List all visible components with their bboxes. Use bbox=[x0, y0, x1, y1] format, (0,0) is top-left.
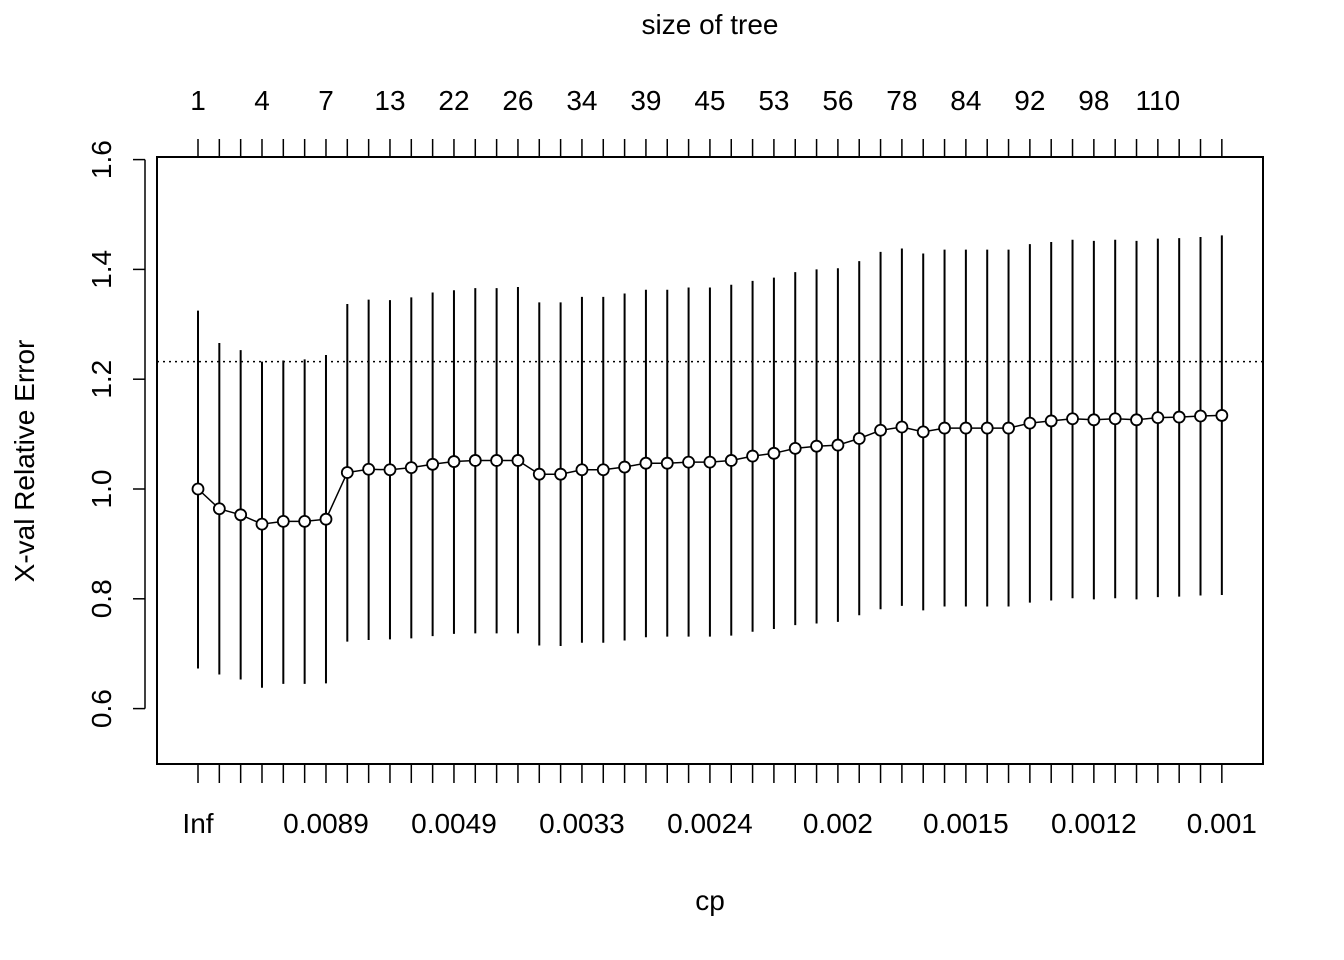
data-point bbox=[554, 467, 568, 481]
top-tick-label: 1 bbox=[190, 85, 206, 116]
data-point bbox=[831, 438, 845, 452]
chart-marks: 0.6 0.8 1.0 1.2 1.4 1.6 Inf 0.0089 0.0049 0.0033 0… bbox=[86, 85, 1263, 839]
data-point bbox=[532, 467, 546, 481]
top-tick-label: 92 bbox=[1014, 85, 1045, 116]
top-tick-label: 7 bbox=[318, 85, 334, 116]
top-tick-label: 56 bbox=[822, 85, 853, 116]
data-point bbox=[468, 454, 482, 467]
data-point bbox=[298, 514, 312, 528]
data-point bbox=[383, 463, 397, 477]
x-axis-title: cp bbox=[695, 885, 725, 916]
data-point bbox=[1151, 411, 1165, 425]
x-tick-label: 0.001 bbox=[1187, 808, 1257, 839]
y-tick-label: 0.8 bbox=[86, 579, 117, 618]
data-point bbox=[255, 517, 269, 531]
top-tick-label: 53 bbox=[758, 85, 789, 116]
data-point bbox=[938, 421, 951, 435]
x-tick-label: 0.0033 bbox=[539, 808, 625, 839]
data-point bbox=[340, 466, 354, 479]
top-tick-label: 45 bbox=[694, 85, 725, 116]
y-tick-label: 1.0 bbox=[86, 470, 117, 509]
x-tick-label: Inf bbox=[182, 808, 213, 839]
data-point bbox=[276, 514, 290, 528]
data-point bbox=[895, 420, 909, 434]
y-tick-label: 1.4 bbox=[86, 250, 117, 289]
data-point bbox=[916, 425, 930, 439]
data-point bbox=[852, 432, 866, 445]
x-tick-label: 0.0089 bbox=[283, 808, 369, 839]
data-point bbox=[660, 456, 674, 470]
data-point bbox=[490, 454, 504, 467]
data-point bbox=[874, 423, 887, 437]
data-point bbox=[703, 455, 717, 469]
data-point bbox=[362, 462, 376, 476]
data-point bbox=[682, 455, 695, 469]
data-point bbox=[1215, 409, 1229, 422]
top-tick-label: 110 bbox=[1136, 85, 1181, 116]
data-point bbox=[1172, 410, 1186, 424]
top-tick-label: 39 bbox=[630, 85, 661, 116]
data-point bbox=[1044, 414, 1058, 428]
data-point bbox=[959, 421, 973, 435]
data-point bbox=[639, 456, 653, 470]
data-point bbox=[1066, 412, 1079, 426]
top-tick-label: 78 bbox=[886, 85, 917, 116]
data-point bbox=[447, 455, 461, 468]
data-point bbox=[767, 446, 781, 460]
data-point bbox=[618, 460, 631, 474]
data-point bbox=[319, 512, 333, 526]
top-tick-label: 22 bbox=[438, 85, 469, 116]
top-tick-label: 98 bbox=[1078, 85, 1109, 116]
data-point bbox=[724, 454, 738, 467]
data-point bbox=[404, 461, 418, 474]
data-point bbox=[511, 454, 525, 467]
top-tick-label: 4 bbox=[254, 85, 270, 116]
y-tick-label: 1.2 bbox=[86, 360, 117, 399]
top-axis-title: size of tree bbox=[642, 9, 779, 40]
y-tick-label: 1.6 bbox=[86, 140, 117, 179]
data-point bbox=[1130, 413, 1143, 427]
y-tick-label: 0.6 bbox=[86, 689, 117, 728]
data-point bbox=[980, 421, 994, 435]
top-tick-label: 26 bbox=[502, 85, 533, 116]
top-tick-label: 34 bbox=[566, 85, 597, 116]
top-tick-label: 13 bbox=[374, 85, 405, 116]
data-point bbox=[191, 482, 205, 496]
data-point bbox=[212, 502, 226, 516]
x-tick-label: 0.0049 bbox=[411, 808, 497, 839]
x-tick-label: 0.0015 bbox=[923, 808, 1009, 839]
data-point bbox=[1087, 413, 1101, 427]
y-axis-title: X-val Relative Error bbox=[9, 340, 40, 583]
x-tick-label: 0.002 bbox=[803, 808, 873, 839]
data-point bbox=[746, 449, 759, 463]
x-tick-label: 0.0024 bbox=[667, 808, 753, 839]
data-point bbox=[1002, 421, 1015, 435]
x-tick-label: 0.0012 bbox=[1051, 808, 1137, 839]
data-point bbox=[788, 441, 802, 455]
data-point bbox=[596, 463, 610, 477]
data-point bbox=[1023, 416, 1037, 430]
data-point bbox=[1194, 409, 1207, 423]
data-point bbox=[234, 508, 248, 522]
top-tick-label: 84 bbox=[950, 85, 981, 116]
data-point bbox=[1108, 412, 1122, 426]
data-point bbox=[426, 457, 440, 471]
data-point bbox=[575, 463, 589, 477]
data-point bbox=[810, 439, 823, 453]
